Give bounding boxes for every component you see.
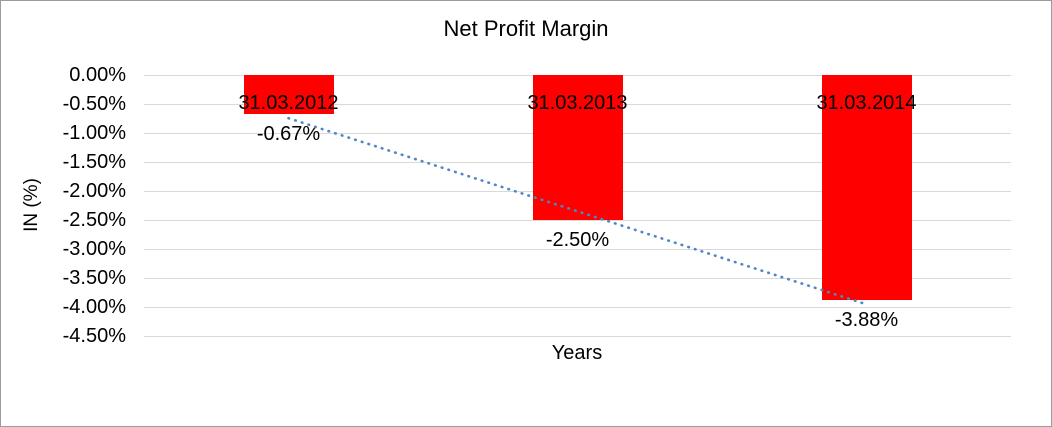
y-tick-label: -3.50% (62, 267, 126, 289)
y-tick-label: -0.50% (62, 93, 126, 115)
gridline (144, 307, 1011, 308)
y-tick-label: -1.00% (62, 122, 126, 144)
chart-title: Net Profit Margin (443, 16, 609, 41)
y-tick-label: -3.00% (62, 238, 126, 260)
x-axis-title: Years (551, 342, 603, 364)
bar (243, 75, 334, 114)
y-tick-label: -4.50% (62, 325, 126, 347)
y-tick-label: -2.00% (62, 180, 126, 202)
data-label: -3.88% (834, 309, 899, 332)
gridline (144, 336, 1011, 337)
category-label: 31.03.2013 (527, 92, 628, 114)
y-tick-label: -2.50% (62, 209, 126, 231)
data-label: -0.67% (256, 122, 321, 145)
category-label: 31.03.2012 (238, 92, 339, 114)
data-label: -2.50% (545, 229, 610, 251)
y-tick-label: -1.50% (62, 151, 126, 173)
category-label: 31.03.2014 (816, 92, 917, 114)
y-tick-label: 0.00% (69, 64, 126, 86)
y-tick-label: -4.00% (62, 296, 126, 318)
